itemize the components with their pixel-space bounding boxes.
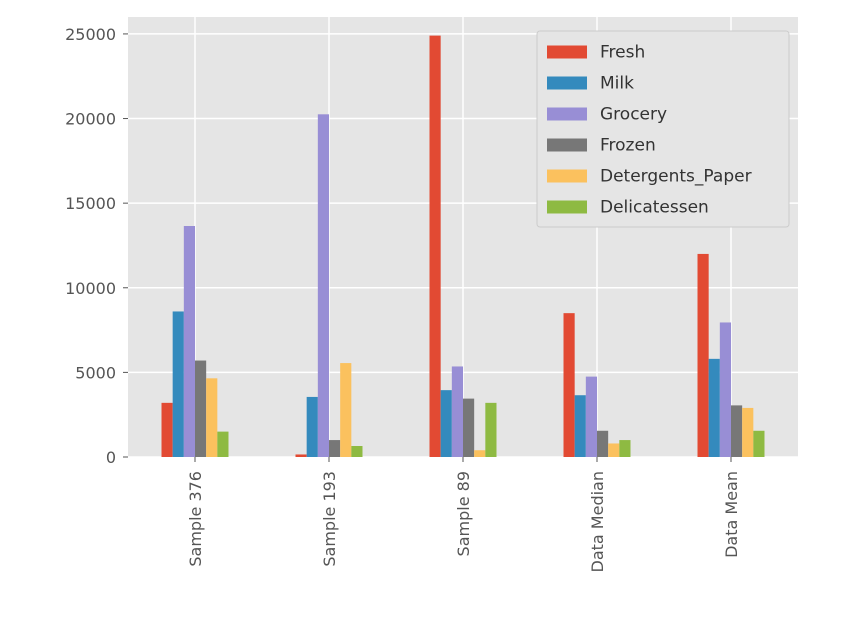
x-axis-ticks: Sample 376 Sample 193 Sample 89 Data Median… (186, 457, 741, 572)
bar-milk-0 (172, 311, 184, 457)
bar-milk-3 (574, 395, 586, 457)
bar-detergents-paper-3 (608, 443, 620, 457)
y-tick-label-3: 15000 (65, 194, 116, 213)
bar-frozen-0 (195, 360, 207, 457)
bar-delicatessen-3 (619, 440, 631, 457)
bar-fresh-0 (161, 402, 173, 457)
legend-label-frozen: Frozen (600, 136, 656, 156)
x-tick-label-3: Data Median (588, 471, 607, 572)
bar-frozen-4 (731, 405, 743, 457)
bar-delicatessen-4 (753, 430, 765, 457)
bar-detergents-paper-0 (206, 378, 218, 457)
legend: Fresh Milk Grocery Frozen Detergents_Paper De… (536, 30, 790, 228)
legend-swatch-milk (547, 76, 587, 90)
x-tick-label-0: Sample 376 (186, 471, 205, 567)
legend-swatch-frozen (547, 138, 587, 152)
bar-delicatessen-1 (351, 446, 363, 457)
y-tick-label-4: 20000 (65, 110, 116, 129)
bar-milk-4 (708, 358, 720, 457)
legend-swatch-delicatessen (547, 200, 587, 214)
bar-frozen-1 (329, 440, 341, 457)
bar-grocery-4 (719, 322, 731, 457)
bar-detergents-paper-4 (742, 407, 754, 457)
bar-fresh-1 (295, 454, 307, 457)
legend-swatch-grocery (547, 107, 587, 121)
bar-milk-2 (440, 390, 452, 457)
bar-frozen-3 (597, 430, 609, 457)
bar-milk-1 (306, 396, 318, 457)
legend-label-fresh: Fresh (600, 43, 645, 63)
legend-label-grocery: Grocery (600, 105, 667, 125)
bar-grocery-2 (451, 366, 463, 457)
legend-label-milk: Milk (600, 74, 634, 94)
bar-detergents-paper-2 (474, 450, 486, 457)
bar-frozen-2 (463, 398, 475, 457)
bar-detergents-paper-1 (340, 363, 352, 457)
legend-swatch-detergents-paper (547, 169, 587, 183)
legend-box (536, 30, 790, 228)
bar-grocery-1 (317, 114, 329, 458)
bar-delicatessen-2 (485, 402, 497, 457)
bar-fresh-3 (563, 313, 575, 457)
legend-label-detergents-paper: Detergents_Paper (600, 167, 752, 187)
bar-fresh-4 (697, 253, 709, 457)
x-tick-label-4: Data Mean (722, 471, 741, 558)
bar-grocery-0 (183, 226, 195, 457)
y-tick-label-5: 25000 (65, 25, 116, 44)
x-tick-label-2: Sample 89 (454, 471, 473, 556)
y-tick-label-1: 5000 (75, 363, 116, 382)
y-tick-label-2: 10000 (65, 279, 116, 298)
legend-label-delicatessen: Delicatessen (600, 198, 709, 218)
x-tick-label-1: Sample 193 (320, 471, 339, 567)
y-axis-ticks: 0 5000 10000 15000 20000 25000 (65, 25, 128, 467)
bars (161, 35, 765, 458)
legend-swatch-fresh (547, 45, 587, 59)
bar-delicatessen-0 (217, 431, 229, 457)
y-tick-label-0: 0 (106, 448, 116, 467)
bar-fresh-2 (429, 35, 441, 457)
bar-grocery-3 (585, 376, 597, 457)
